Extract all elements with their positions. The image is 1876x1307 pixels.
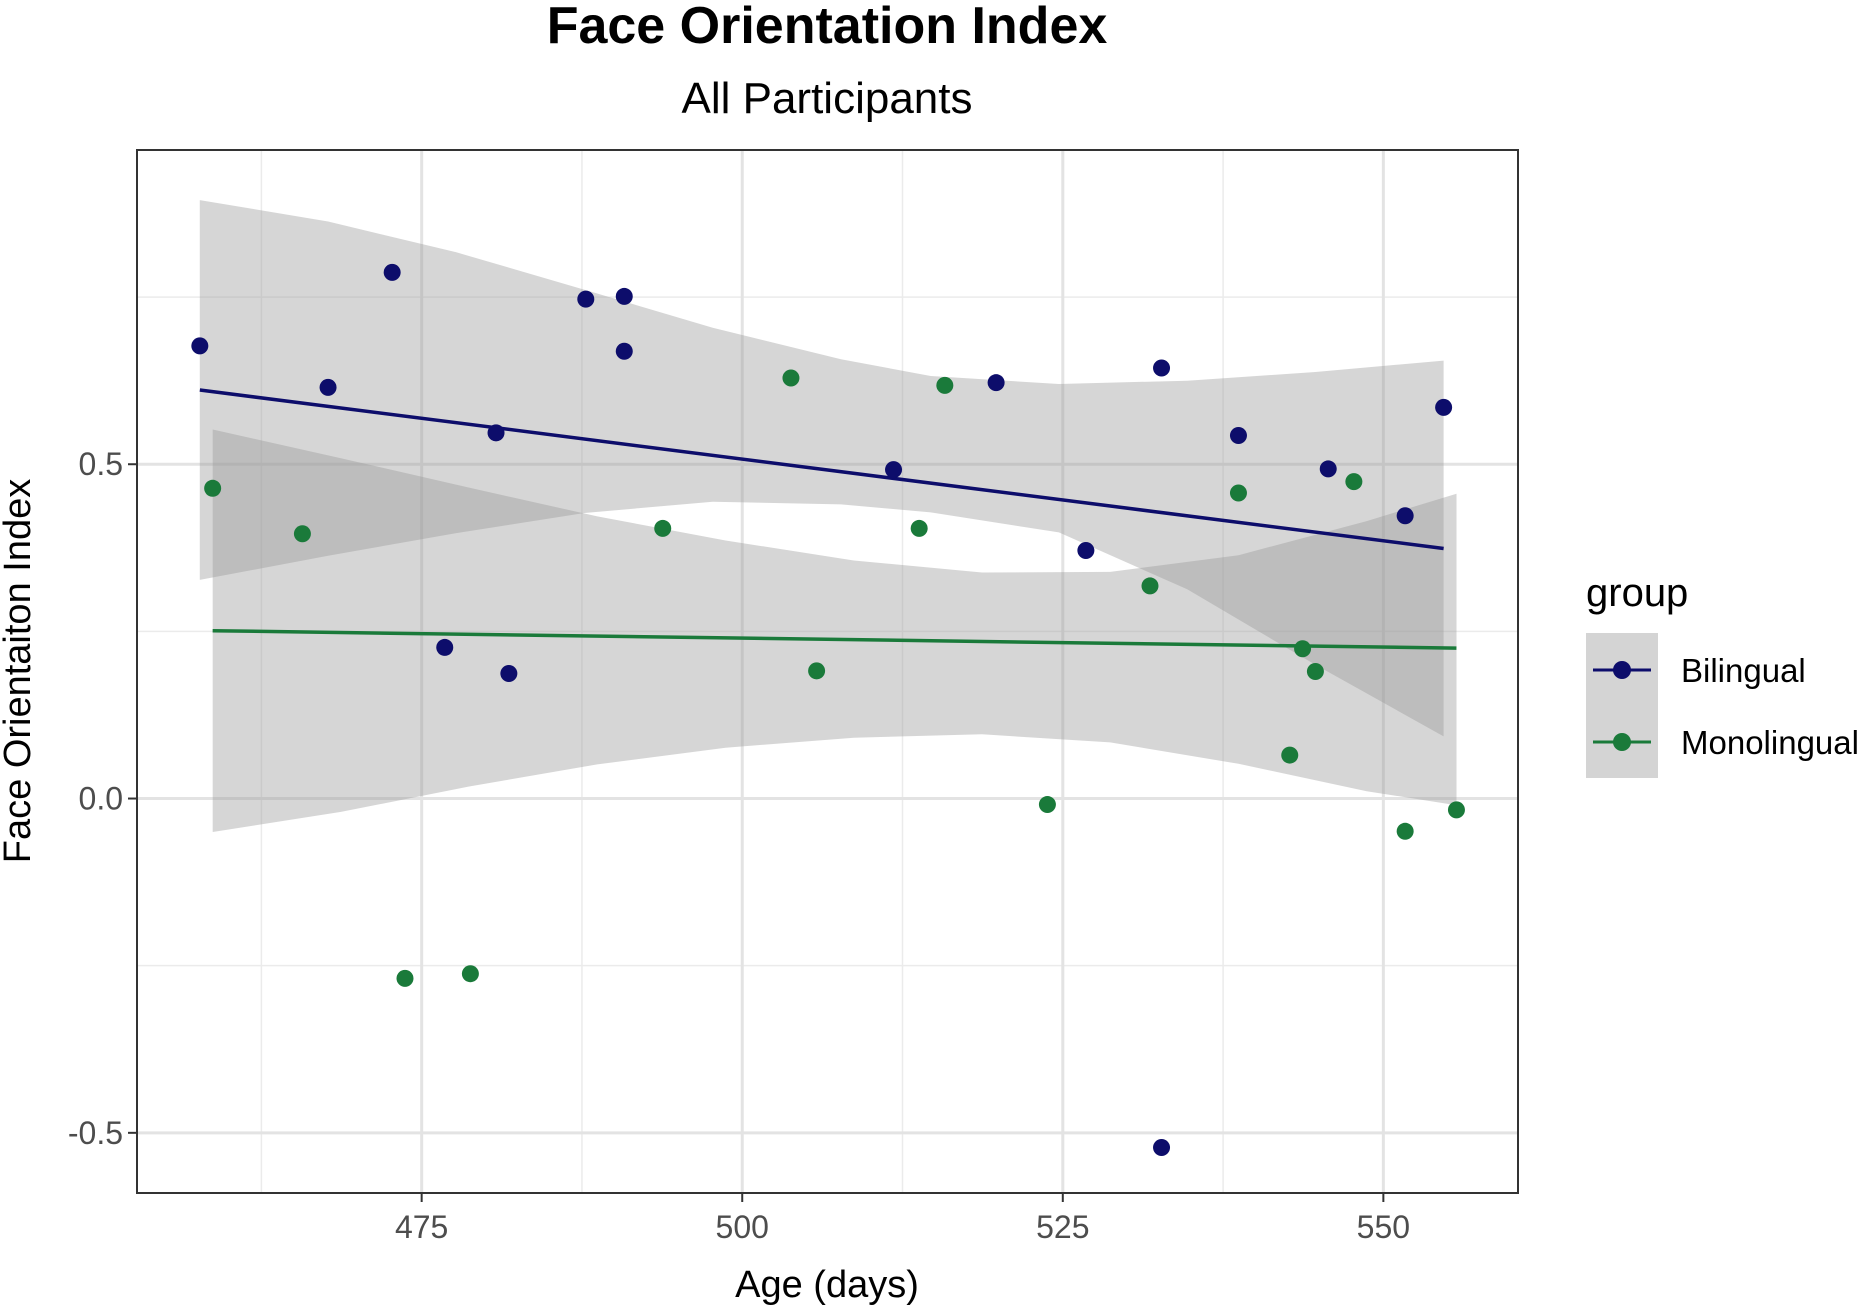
legend-key-point-bilingual [1613, 661, 1631, 679]
data-point-bilingual [1153, 1139, 1171, 1157]
confidence-ribbon-monolingual [212, 429, 1457, 832]
data-point-bilingual [615, 287, 633, 305]
data-point-bilingual [987, 374, 1005, 392]
data-point-monolingual [1447, 801, 1465, 819]
y-axis-ticks: -0.5 0.0 0.5 [68, 446, 137, 1151]
x-axis-ticks: 475 500 525 550 [395, 1193, 1410, 1245]
data-point-monolingual [808, 662, 826, 680]
x-tick-label: 525 [1036, 1209, 1089, 1245]
legend-title: group [1586, 571, 1688, 615]
fit-line-monolingual [212, 628, 1457, 650]
plot-panel [137, 150, 1518, 1193]
data-point-monolingual [782, 369, 800, 387]
chart-title: Face Orientation Index [547, 0, 1108, 55]
legend-label-bilingual: Bilingual [1681, 652, 1806, 689]
legend-label-monolingual: Monolingual [1681, 724, 1859, 761]
grid-minor [137, 150, 1518, 1193]
data-point-monolingual [1281, 746, 1299, 764]
data-point-monolingual [1345, 473, 1363, 491]
data-point-bilingual [319, 378, 337, 396]
data-point-monolingual [1038, 796, 1056, 814]
chart-subtitle: All Participants [681, 74, 972, 123]
data-point-monolingual [1396, 822, 1414, 840]
data-point-bilingual [1396, 507, 1414, 525]
legend: group Bilingual Monolingual [1586, 571, 1859, 778]
y-tick-label: 0.5 [79, 446, 123, 482]
legend-key-point-monolingual [1613, 733, 1631, 751]
data-point-bilingual [383, 263, 401, 281]
data-point-bilingual [577, 290, 595, 308]
data-point-bilingual [436, 638, 454, 656]
data-point-bilingual [1153, 359, 1171, 377]
data-point-bilingual [1229, 426, 1247, 444]
x-tick-label: 475 [395, 1209, 448, 1245]
fit-lines [199, 388, 1457, 650]
data-point-monolingual [1306, 663, 1324, 680]
data-point-monolingual [396, 969, 414, 987]
data-point-monolingual [936, 376, 954, 394]
data-point-bilingual [191, 337, 209, 355]
data-point-monolingual [910, 519, 928, 537]
data-point-bilingual [1319, 460, 1337, 478]
data-points [191, 263, 1465, 1157]
y-tick-label: -0.5 [68, 1115, 123, 1151]
data-point-bilingual [1435, 398, 1453, 416]
data-point-monolingual [654, 519, 672, 537]
data-point-monolingual [1141, 577, 1159, 595]
data-point-bilingual [615, 342, 633, 360]
data-point-monolingual [293, 525, 311, 543]
plot-border [136, 149, 1519, 1194]
x-axis-label: Age (days) [735, 1264, 919, 1306]
data-point-bilingual [1077, 541, 1095, 559]
x-tick-label: 550 [1357, 1209, 1410, 1245]
data-point-bilingual [500, 665, 518, 683]
data-point-bilingual [885, 461, 903, 479]
y-axis-label: Face Orientaiton Index [0, 479, 39, 863]
data-point-bilingual [487, 424, 505, 442]
fit-line-bilingual [199, 388, 1444, 551]
data-point-monolingual [1229, 484, 1247, 502]
data-point-monolingual [1294, 640, 1312, 658]
legend-key-background [1586, 633, 1658, 778]
x-tick-label: 500 [716, 1209, 769, 1245]
data-point-monolingual [204, 479, 222, 497]
data-point-monolingual [461, 965, 479, 983]
y-tick-label: 0.0 [79, 781, 123, 817]
grid-major [137, 150, 1518, 1193]
